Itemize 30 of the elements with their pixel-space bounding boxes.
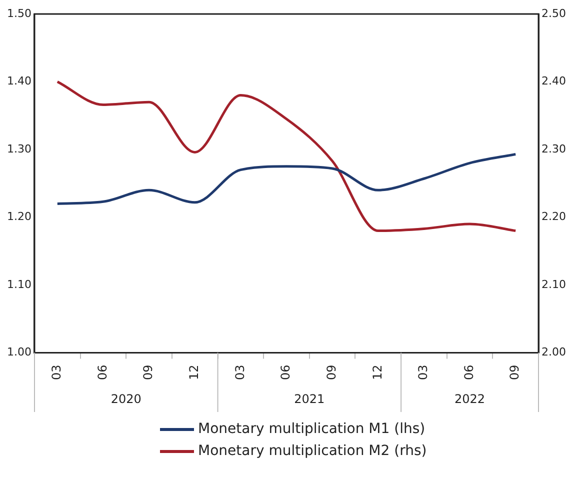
y-tick-label: 1.30 [6,142,32,156]
y-tick-label: 1.40 [6,74,32,88]
y-tick-label: 1.20 [6,210,32,224]
x-tick-label: 09 [324,364,338,380]
y2-tick-label: 2.30 [542,142,566,156]
y2-tick-label: 2.10 [542,278,566,291]
x-tick-label: 03 [50,364,64,380]
y-tick-label: 1.10 [6,278,32,291]
line-series [56,80,517,232]
x-tick-label: 03 [232,364,247,380]
text: 2022 [454,392,486,406]
text: 2021 [294,392,325,406]
legend-label: Monetary multiplication M2 (rhs) [198,443,427,459]
x-tick-label: 09 [508,364,522,380]
x-tick-label: 06 [95,364,110,380]
y2-tick-label: 2.00 [542,346,566,359]
text: 2020 [110,392,142,406]
y2-tick-label: 2.50 [542,6,566,20]
line-series [56,152,517,205]
x-tick-label: 12 [186,364,201,380]
x-tick-label: 03 [416,364,430,380]
x-tick-label: 09 [141,364,156,380]
y2-tick-label: 2.40 [542,74,566,88]
x-tick-label: 06 [278,364,293,380]
y-tick-label: 1.50 [6,6,32,20]
legend-label: Monetary multiplication M1 (lhs) [198,421,426,437]
y-tick-label: 1.00 [6,346,32,359]
y2-tick-label: 2.20 [542,210,566,224]
x-tick-label: 06 [462,364,476,380]
x-tick-label: 12 [370,364,384,380]
